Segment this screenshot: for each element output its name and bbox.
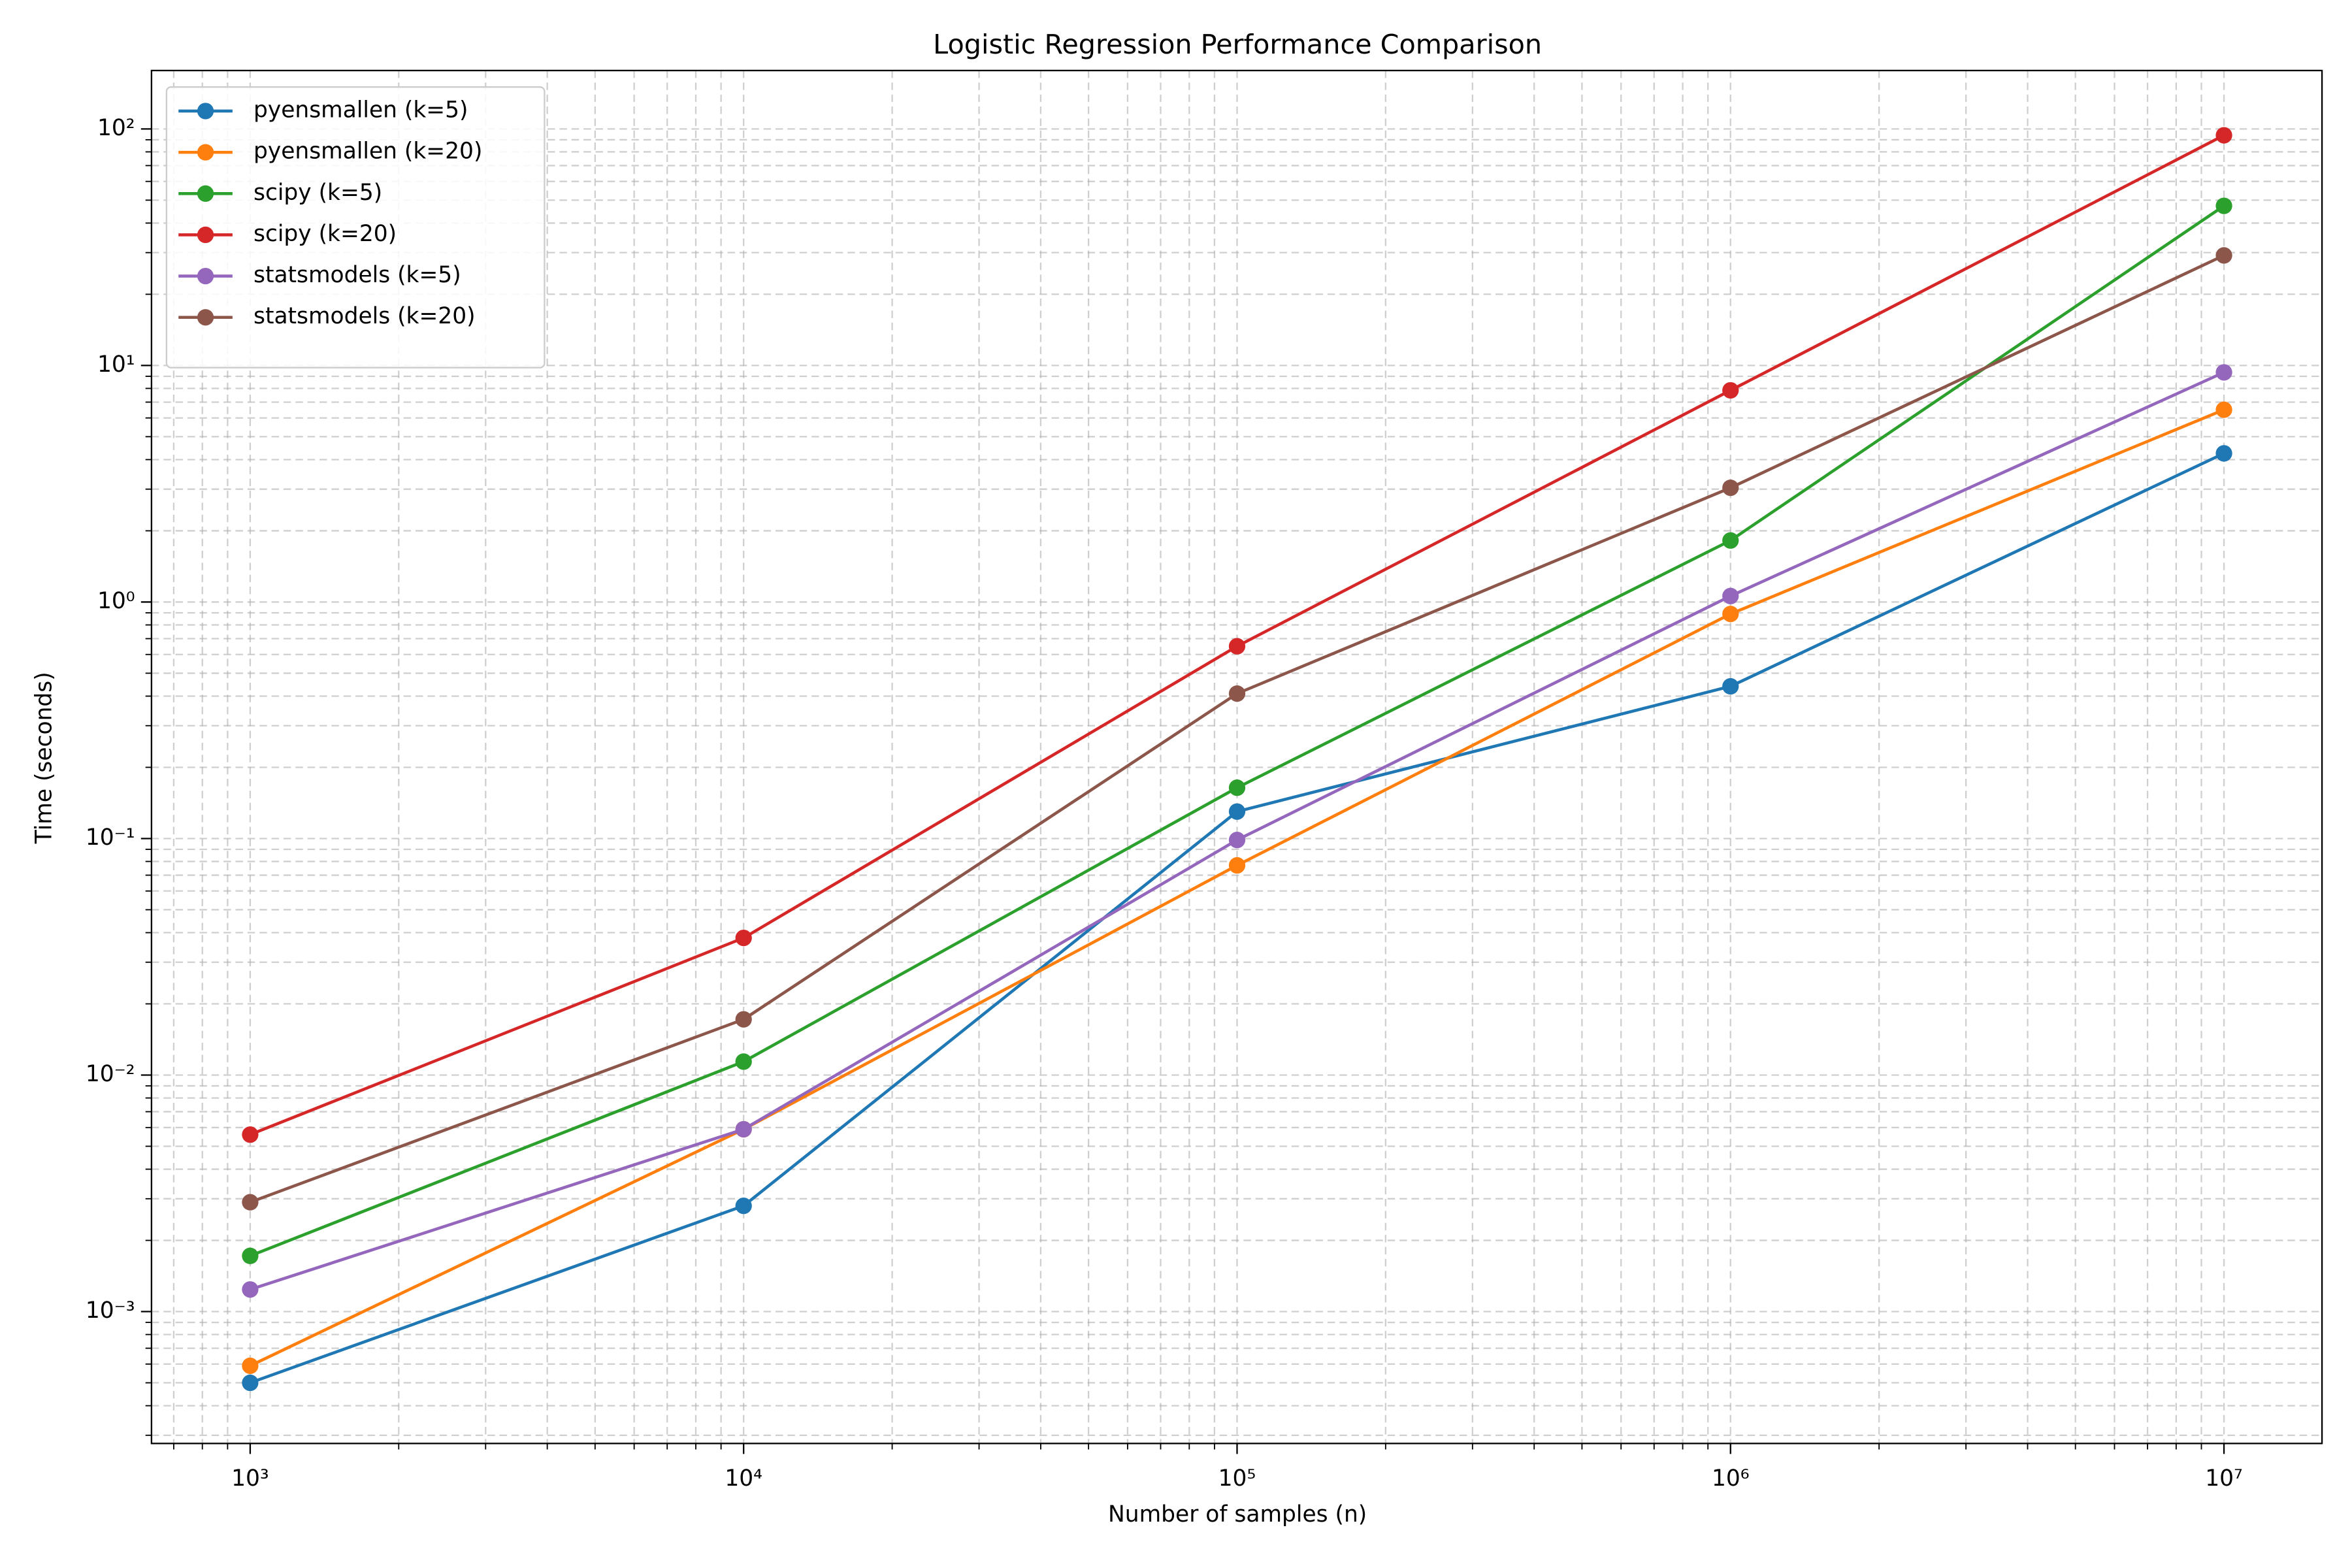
data-point	[242, 1357, 259, 1375]
legend-label: statsmodels (k=20)	[253, 303, 476, 329]
legend-label: statsmodels (k=5)	[253, 262, 461, 288]
data-point	[1722, 532, 1739, 549]
x-axis-label: Number of samples (n)	[1108, 1501, 1367, 1527]
legend-marker	[197, 309, 214, 326]
data-point	[2215, 364, 2232, 381]
data-point	[2215, 401, 2232, 418]
plot-frame	[150, 69, 2323, 1445]
y-tick-label: 10⁻¹	[86, 825, 135, 851]
data-point	[242, 1194, 259, 1211]
y-tick-label: 10⁰	[97, 588, 135, 614]
legend-marker	[197, 226, 214, 244]
legend-marker	[197, 185, 214, 202]
y-tick-label: 10¹	[97, 351, 135, 378]
data-point	[1722, 479, 1739, 497]
legend-marker	[197, 103, 214, 120]
legend-box	[165, 86, 546, 368]
y-tick-label: 10⁻²	[86, 1061, 135, 1087]
data-point	[2215, 197, 2232, 214]
data-point	[1228, 857, 1246, 874]
data-point	[242, 1281, 259, 1298]
legend-label: scipy (k=5)	[253, 180, 382, 206]
data-point	[2215, 127, 2232, 144]
x-tick-label: 10⁷	[2205, 1465, 2243, 1492]
x-tick-label: 10⁴	[725, 1465, 762, 1492]
data-point	[1228, 779, 1246, 796]
x-tick-label: 10⁵	[1218, 1465, 1256, 1492]
data-point	[735, 1011, 752, 1028]
data-point	[1722, 678, 1739, 695]
data-point	[1228, 685, 1246, 702]
data-point	[1228, 832, 1246, 849]
data-point	[735, 929, 752, 947]
data-point	[1722, 587, 1739, 604]
data-point	[735, 1198, 752, 1215]
data-point	[1228, 638, 1246, 655]
x-tick-label: 10⁶	[1712, 1465, 1750, 1492]
data-point	[242, 1374, 259, 1392]
y-tick-label: 10²	[97, 115, 135, 141]
data-point	[735, 1053, 752, 1070]
legend-marker	[197, 267, 214, 285]
legend-label: pyensmallen (k=20)	[253, 139, 482, 165]
data-point	[1722, 382, 1739, 399]
data-point	[1722, 606, 1739, 623]
data-point	[2215, 445, 2232, 462]
data-point	[735, 1120, 752, 1138]
data-point	[2215, 247, 2232, 264]
legend-marker	[197, 144, 214, 161]
data-point	[242, 1126, 259, 1143]
data-point	[242, 1247, 259, 1264]
data-point	[1228, 803, 1246, 820]
x-tick-label: 10³	[231, 1465, 269, 1492]
chart-title: Logistic Regression Performance Comparis…	[933, 29, 1542, 60]
legend-label: scipy (k=20)	[253, 221, 397, 247]
y-axis-label: Time (seconds)	[31, 672, 57, 844]
legend-label: pyensmallen (k=5)	[253, 97, 468, 123]
y-tick-label: 10⁻³	[86, 1298, 135, 1324]
